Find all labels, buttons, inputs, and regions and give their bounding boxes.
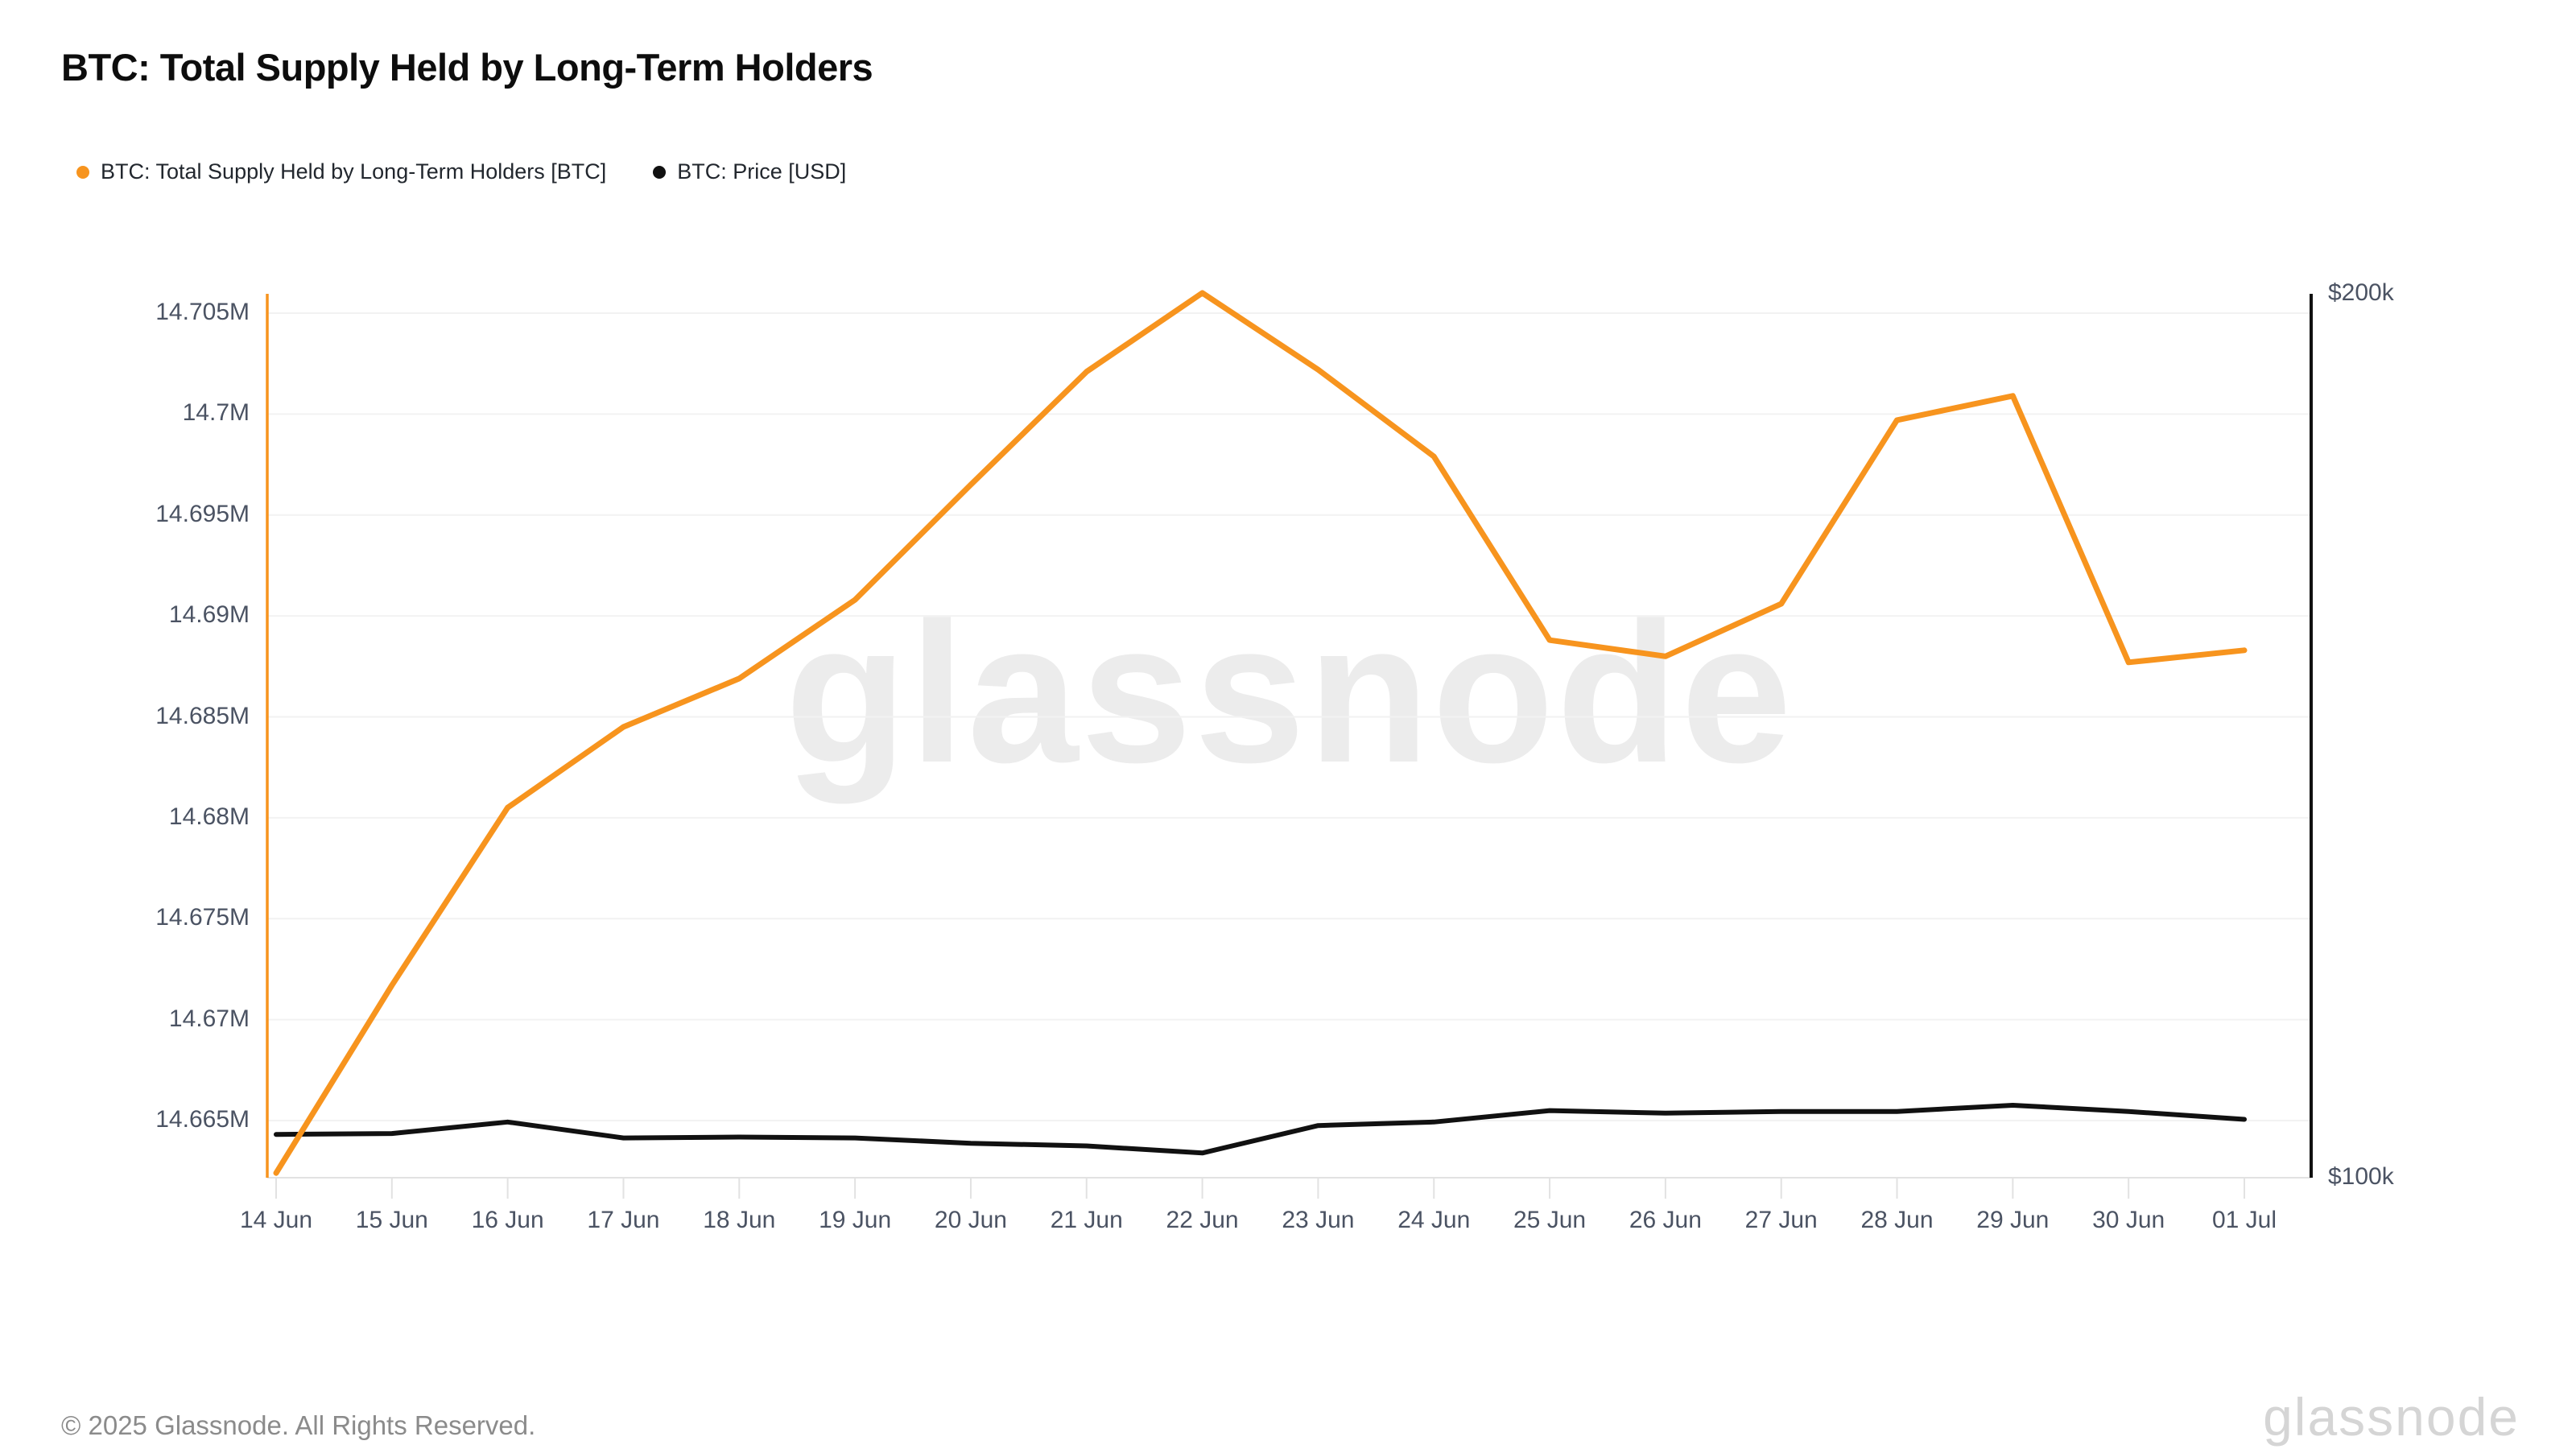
legend-item-price[interactable]: BTC: Price [USD]	[653, 159, 846, 184]
legend-label-supply: BTC: Total Supply Held by Long-Term Hold…	[101, 159, 607, 184]
page-title: BTC: Total Supply Held by Long-Term Hold…	[61, 46, 873, 89]
glassnode-watermark: glassnode	[785, 580, 1794, 804]
price-line	[274, 1103, 2247, 1156]
copyright-text: © 2025 Glassnode. All Rights Reserved.	[61, 1410, 536, 1440]
legend: BTC: Total Supply Held by Long-Term Hold…	[76, 159, 846, 184]
legend-item-supply[interactable]: BTC: Total Supply Held by Long-Term Hold…	[76, 159, 606, 184]
supply-series-dot-icon	[76, 165, 89, 179]
legend-label-price: BTC: Price [USD]	[677, 159, 847, 184]
glassnode-logo: glassnode	[2263, 1387, 2520, 1447]
supply-line	[273, 290, 2248, 1176]
price-series-dot-icon	[653, 165, 667, 179]
